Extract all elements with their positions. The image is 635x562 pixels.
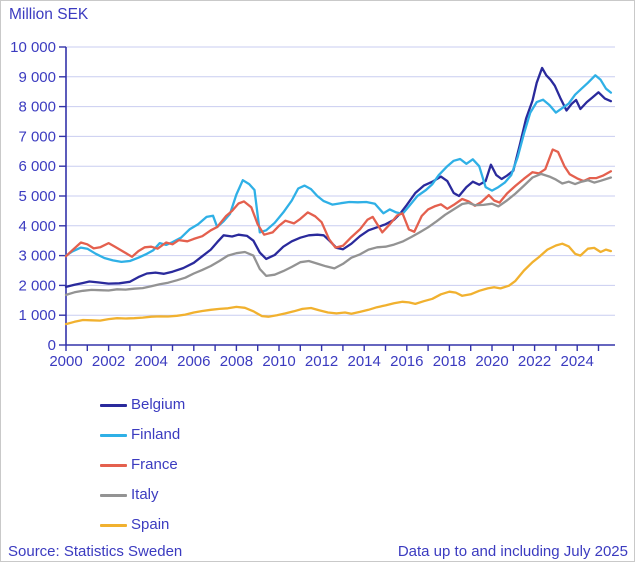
y-tick-label: 2 000 <box>18 277 56 294</box>
y-tick-label: 0 <box>48 337 56 354</box>
source-note: Source: Statistics Sweden <box>8 543 183 560</box>
legend-label-france: France <box>131 455 178 473</box>
y-tick-label: 9 000 <box>18 69 56 86</box>
y-tick-label: 5 000 <box>18 188 56 205</box>
legend-item-italy: Italy <box>100 480 185 510</box>
legend-swatch-spain <box>100 523 127 527</box>
legend-label-italy: Italy <box>131 485 159 503</box>
y-tick-label: 6 000 <box>18 158 56 175</box>
chart-footer: Source: Statistics Sweden Data up to and… <box>8 543 628 560</box>
x-tick-label: 2008 <box>220 353 253 370</box>
y-tick-label: 4 000 <box>18 218 56 235</box>
y-tick-label: 10 000 <box>10 39 56 56</box>
data-coverage-note: Data up to and including July 2025 <box>397 543 628 560</box>
chart-title: Million SEK <box>9 6 89 23</box>
x-tick-label: 2006 <box>177 353 210 370</box>
legend-label-spain: Spain <box>131 515 170 533</box>
legend-swatch-finland <box>100 433 127 437</box>
series-line-spain <box>64 242 613 326</box>
chart-legend: Belgium Finland France Italy Spain <box>100 390 185 540</box>
line-chart: 0 1 000 2 000 3 000 4 000 5 000 6 000 7 000 8 00… <box>10 39 615 370</box>
x-tick-label: 2024 <box>561 353 594 370</box>
legend-item-belgium: Belgium <box>100 390 185 420</box>
series-line-belgium <box>64 66 613 289</box>
x-tick-label: 2004 <box>135 353 168 370</box>
x-tick-label: 2012 <box>305 353 338 370</box>
legend-swatch-france <box>100 463 127 467</box>
x-tick-label: 2000 <box>49 353 82 370</box>
series-line-finland <box>64 74 613 264</box>
legend-label-belgium: Belgium <box>131 395 186 413</box>
legend-item-france: France <box>100 450 185 480</box>
legend-item-finland: Finland <box>100 420 185 450</box>
y-tick-label: 3 000 <box>18 248 56 265</box>
series-line-italy <box>64 172 613 297</box>
x-tick-label: 2002 <box>92 353 125 370</box>
x-tick-label: 2018 <box>433 353 466 370</box>
y-tick-label: 8 000 <box>18 99 56 116</box>
series-line-france <box>64 148 613 258</box>
legend-item-spain: Spain <box>100 510 185 540</box>
x-tick-label: 2016 <box>390 353 423 370</box>
x-tick-label: 2014 <box>348 353 381 370</box>
x-tick-label: 2010 <box>262 353 295 370</box>
y-tick-label: 1 000 <box>18 307 56 324</box>
x-tick-label: 2022 <box>518 353 551 370</box>
y-tick-label: 7 000 <box>18 128 56 145</box>
legend-swatch-italy <box>100 493 127 497</box>
legend-swatch-belgium <box>100 403 127 407</box>
legend-label-finland: Finland <box>131 425 181 443</box>
x-tick-label: 2020 <box>475 353 508 370</box>
